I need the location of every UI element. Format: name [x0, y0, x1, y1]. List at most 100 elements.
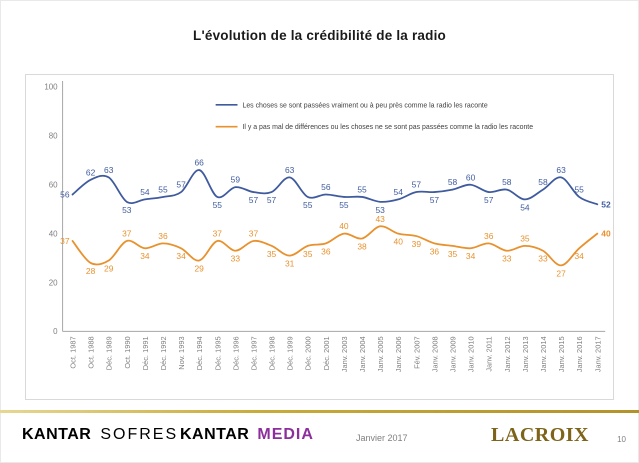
kantar-media-logo: KANTAR MEDIA: [180, 426, 314, 444]
x-tick-label: Déc. 1991: [141, 336, 150, 370]
data-label: 33: [231, 254, 241, 264]
y-tick-label: 40: [49, 229, 58, 238]
kantar-wordmark: KANTAR: [180, 426, 250, 443]
x-tick-label: Janv. 2010: [467, 336, 476, 372]
x-tick-label: Nov. 1993: [177, 336, 186, 369]
data-label: 57: [267, 195, 277, 205]
data-label: 37: [60, 236, 70, 246]
data-label: 54: [394, 187, 404, 197]
data-label: 53: [122, 205, 132, 215]
line-chart: 0 20 40 60 80 100 Oct. 1987 Oct. 1988 Déc. 1989 O…: [44, 80, 611, 372]
data-label: 54: [140, 187, 150, 197]
data-label: 35: [303, 249, 313, 259]
x-tick-label: Déc. 2001: [322, 336, 331, 370]
data-label: 29: [104, 263, 114, 273]
y-tick-label: 0: [53, 327, 58, 336]
data-label: 37: [249, 228, 259, 238]
x-tick-label: Déc. 2000: [304, 336, 313, 370]
data-label: 55: [357, 184, 367, 194]
x-tick-label: Janv. 2011: [485, 336, 494, 371]
data-label: 63: [104, 165, 114, 175]
data-label: 60: [466, 172, 476, 182]
x-tick-label: Janv. 2004: [358, 336, 367, 372]
page-title: L'évolution de la crédibilité de la radi…: [193, 28, 446, 43]
data-label: 57: [176, 180, 186, 190]
data-label: 36: [158, 231, 168, 241]
y-tick-label: 20: [49, 278, 58, 287]
data-label: 55: [574, 184, 584, 194]
data-label: 66: [194, 158, 204, 168]
x-tick-label: Janv. 2015: [557, 336, 566, 372]
x-tick-label: Janv. 2017: [593, 336, 602, 372]
data-label: 43: [375, 214, 385, 224]
kantar-wordmark: KANTAR: [22, 426, 92, 443]
x-tick-label: Janv. 2013: [521, 336, 530, 372]
data-label: 62: [86, 167, 96, 177]
data-label: 53: [375, 205, 385, 215]
data-label: 36: [430, 246, 440, 256]
footer-date: Janvier 2017: [356, 433, 408, 443]
data-label: 40: [394, 237, 404, 247]
x-tick-label: Janv. 2006: [394, 336, 403, 372]
data-label: 34: [574, 251, 584, 261]
data-label: 27: [556, 268, 566, 278]
data-label: 54: [520, 202, 530, 212]
data-label: 40: [601, 229, 611, 239]
data-label: 56: [60, 189, 70, 199]
data-label: 35: [267, 249, 277, 259]
data-label: 55: [213, 200, 223, 210]
x-tick-label: Déc. 1998: [268, 336, 277, 370]
data-label: 55: [158, 184, 168, 194]
x-tick-label: Oct. 1988: [87, 336, 96, 368]
chart-container: 0 20 40 60 80 100 Oct. 1987 Oct. 1988 Déc. 1989 O…: [25, 74, 614, 400]
x-tick-label: Janv. 2012: [503, 336, 512, 372]
data-label: 57: [412, 180, 422, 190]
x-tick-label: Fév. 2007: [412, 336, 421, 369]
data-label: 37: [213, 228, 223, 238]
x-tick-label: Oct. 1987: [69, 336, 78, 368]
page-number: 10: [617, 435, 626, 444]
y-tick-label: 80: [49, 132, 58, 141]
x-tick-label: Janv. 2014: [539, 336, 548, 372]
data-label: 57: [484, 195, 494, 205]
data-label: 34: [466, 251, 476, 261]
data-label: 58: [538, 177, 548, 187]
data-label: 58: [448, 177, 458, 187]
x-tick-label: Janv. 2016: [575, 336, 584, 372]
data-label: 55: [339, 200, 349, 210]
data-label: 33: [538, 254, 548, 264]
data-label: 63: [556, 165, 566, 175]
x-tick-label: Déc. 1996: [231, 336, 240, 370]
data-label: 57: [249, 195, 259, 205]
legend-label: Il y a pas mal de différences ou les cho…: [242, 124, 533, 131]
x-tick-label: Déc. 1992: [159, 336, 168, 370]
series-line-0: [71, 169, 599, 206]
data-label: 36: [321, 246, 331, 256]
footer-divider: [0, 410, 639, 413]
data-label: 63: [285, 165, 295, 175]
data-label: 40: [339, 221, 349, 231]
media-wordmark: MEDIA: [257, 426, 314, 443]
sofres-wordmark: SOFRES: [100, 426, 179, 443]
data-label: 56: [321, 182, 331, 192]
x-tick-label: Déc. 1999: [286, 336, 295, 370]
kantar-sofres-logo: KANTAR SOFRES: [22, 426, 178, 444]
data-label: 33: [502, 254, 512, 264]
data-label: 58: [502, 177, 512, 187]
lacroix-logo: LACROIX: [491, 424, 589, 446]
x-tick-label: Janv. 2009: [449, 336, 458, 372]
data-label: 34: [140, 251, 150, 261]
data-label: 35: [448, 249, 458, 259]
y-tick-label: 60: [49, 181, 58, 190]
x-tick-label: Déc. 1997: [249, 336, 258, 370]
y-tick-label: 100: [44, 83, 58, 92]
x-tick-label: Déc. 1995: [213, 336, 222, 370]
x-tick-label: Janv. 2008: [430, 336, 439, 372]
legend-label: Les choses se sont passées vraiment ou à…: [242, 102, 487, 109]
data-label: 31: [285, 259, 295, 269]
data-label: 34: [176, 251, 186, 261]
data-label: 59: [231, 175, 241, 185]
data-label: 37: [122, 228, 132, 238]
data-label: 52: [601, 199, 611, 209]
